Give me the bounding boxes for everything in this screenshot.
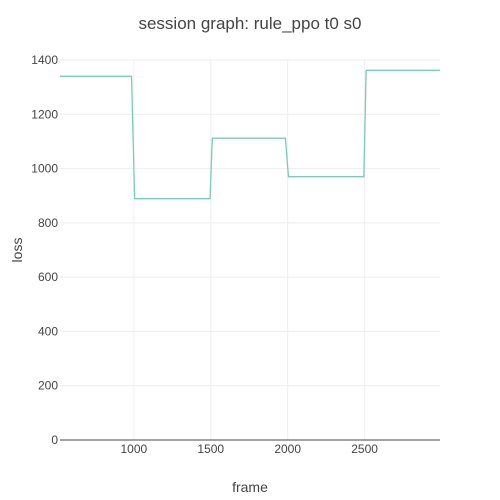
x-tick-label: 2000 — [274, 442, 301, 456]
y-tick-label: 1000 — [31, 162, 58, 176]
y-tick-label: 0 — [51, 433, 58, 447]
x-tick-labels: 1000 1500 2000 2500 — [120, 442, 378, 456]
y-tick-label: 400 — [38, 324, 58, 338]
x-tick-label: 2500 — [351, 442, 378, 456]
y-tick-label: 600 — [38, 270, 58, 284]
y-tick-label: 800 — [38, 216, 58, 230]
loss-series-line — [60, 69, 440, 200]
y-tick-labels: 0 200 400 600 800 1000 1200 1400 — [31, 53, 58, 447]
y-axis-title: loss — [9, 238, 25, 263]
y-tick-label: 1200 — [31, 107, 58, 121]
x-tick-label: 1000 — [120, 442, 147, 456]
y-tick-label: 200 — [38, 379, 58, 393]
chart-title: session graph: rule_ppo t0 s0 — [138, 14, 361, 33]
x-axis-title: frame — [232, 479, 268, 495]
grid-lines — [60, 59, 440, 440]
y-tick-label: 1400 — [31, 53, 58, 67]
series-lines — [60, 69, 440, 200]
x-tick-label: 1500 — [197, 442, 224, 456]
